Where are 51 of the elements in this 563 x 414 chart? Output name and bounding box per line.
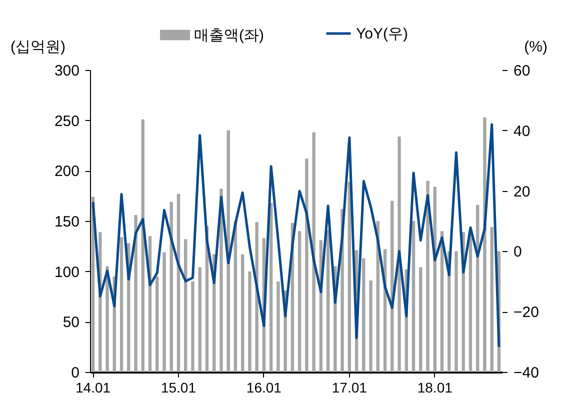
y2-tick-label: 40 (514, 122, 530, 140)
bar (305, 158, 308, 372)
bar (419, 267, 422, 372)
legend-label: YoY(우) (356, 26, 408, 42)
x-tick-label: 16.01 (246, 380, 282, 396)
bar (240, 254, 244, 372)
bar (191, 281, 194, 372)
bar (312, 132, 316, 372)
y-tick-label: 0 (71, 364, 80, 382)
bar (276, 281, 280, 372)
bar (454, 251, 458, 372)
bar (362, 258, 366, 372)
x-tick-label: 17.01 (332, 380, 368, 396)
y-tick-label: 200 (54, 163, 80, 180)
y2-tick-label: −40 (514, 364, 539, 382)
bar (348, 182, 352, 372)
bar (134, 214, 138, 372)
bar (490, 227, 494, 372)
y2-tick-label: 60 (514, 62, 530, 80)
line-series (92, 123, 500, 348)
bar (184, 239, 188, 372)
y2-axis-title: (%) (524, 38, 548, 56)
y2-tick-label: 20 (514, 183, 530, 200)
x-tick-label: 18.01 (417, 380, 453, 396)
bar (198, 267, 202, 372)
bar (226, 130, 230, 372)
bar (398, 136, 401, 372)
bar (106, 266, 109, 372)
bar (412, 221, 416, 372)
bar (426, 180, 430, 372)
bar (120, 237, 124, 372)
y2-tick-label: 0 (514, 244, 522, 261)
bar (326, 230, 330, 372)
y-tick-label: 100 (54, 264, 80, 281)
y-tick-label: 50 (62, 314, 80, 332)
bar (156, 276, 159, 372)
y-axis-title: (십억원) (10, 38, 66, 56)
bar (369, 280, 372, 372)
bar (483, 117, 486, 372)
y-tick-label: 150 (54, 214, 80, 230)
y-tick-label: 300 (54, 62, 80, 80)
x-tick-label: 14.01 (76, 380, 111, 396)
bar (269, 202, 273, 372)
bar (255, 222, 258, 372)
legend-label: 매출액(좌) (194, 27, 264, 44)
x-tick-label: 15.01 (160, 380, 196, 396)
y-tick-label: 250 (54, 112, 80, 130)
y2-tick-label: −20 (514, 304, 539, 322)
bar (162, 252, 166, 372)
bar (248, 271, 252, 372)
bar (298, 231, 302, 372)
